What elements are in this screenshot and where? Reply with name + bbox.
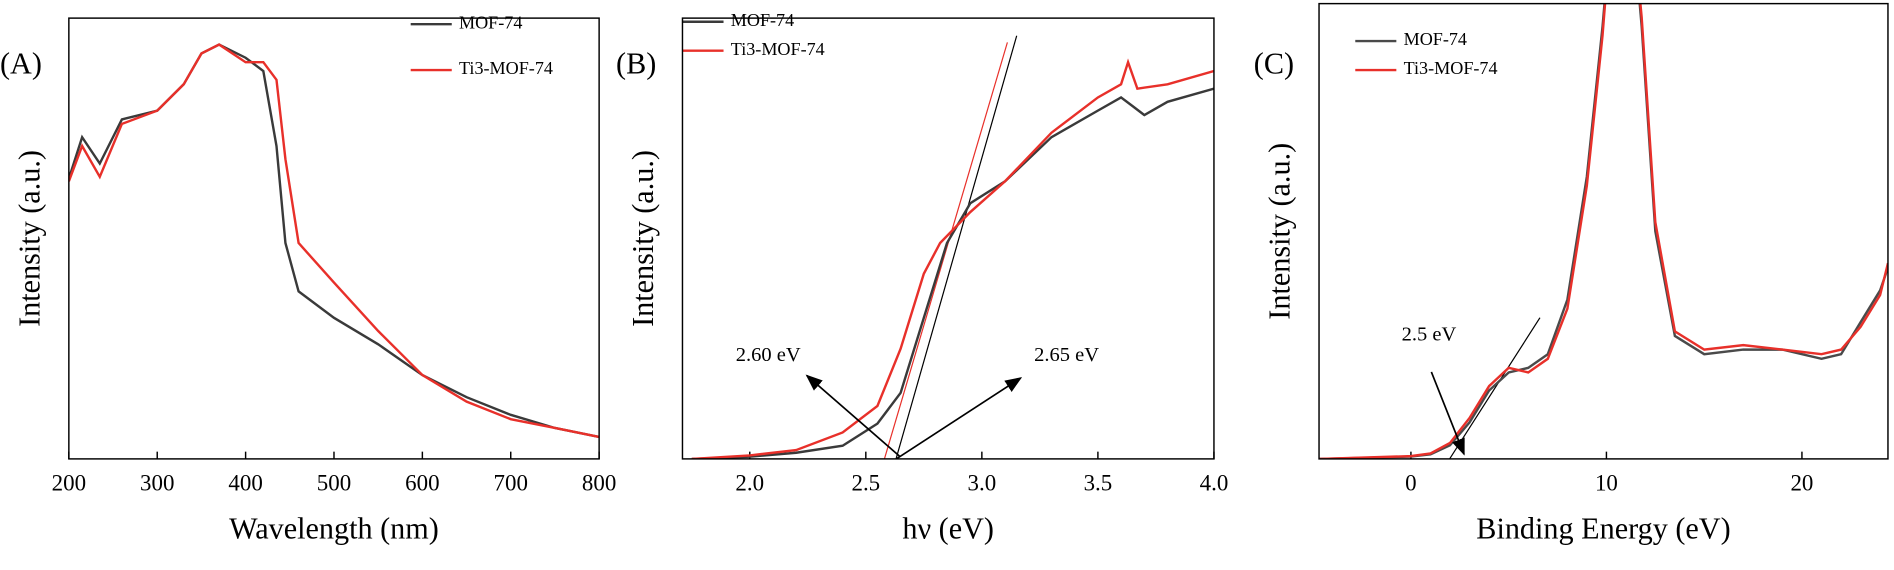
legend-label: Ti3-MOF-74: [459, 58, 553, 78]
annotation: 2.60 eV: [736, 344, 801, 366]
plot-frame: [1318, 2, 1889, 460]
x-tick-label: 0: [1405, 471, 1416, 496]
x-tick-label: 500: [317, 471, 351, 496]
annotation-arrow: [805, 374, 901, 458]
plot-area: [68, 43, 600, 439]
series-line: [68, 43, 600, 439]
annotation: 2.65 eV: [1034, 344, 1099, 366]
x-tick-label: 200: [52, 471, 86, 496]
x-tick-label: 700: [494, 471, 528, 496]
legend-label: MOF-74: [459, 12, 522, 32]
panel-label: (C): [1254, 46, 1294, 80]
x-tick-label: 10: [1595, 471, 1618, 496]
y-axis-label: Intensity (a.u.): [13, 150, 47, 327]
x-axis-label: Wavelength (nm): [229, 511, 439, 545]
series-line: [691, 87, 1214, 459]
series-line: [1319, 3, 1888, 459]
legend-label: MOF-74: [731, 10, 794, 30]
x-tick-label: 3.0: [968, 471, 997, 496]
series-line: [68, 43, 600, 439]
legend-label: MOF-74: [1404, 29, 1467, 49]
plot-area: [691, 35, 1214, 459]
tangent-line: [895, 35, 1018, 459]
plot-area: [1319, 3, 1888, 459]
plot-frame: [681, 17, 1215, 460]
x-tick-label: 4.0: [1200, 471, 1229, 496]
y-axis-label: Intensity (a.u.): [1263, 143, 1297, 320]
series-line: [691, 58, 1214, 459]
x-tick-label: 3.5: [1084, 471, 1113, 496]
annotation: 2.5 eV: [1402, 323, 1457, 345]
x-tick-label: 300: [140, 471, 174, 496]
x-tick-label: 2.5: [851, 471, 880, 496]
x-tick-label: 600: [405, 471, 439, 496]
x-tick-label: 800: [582, 471, 616, 496]
tangent-line: [883, 42, 1008, 459]
legend-label: Ti3-MOF-74: [1404, 58, 1498, 78]
panel-label: (B): [616, 46, 656, 80]
x-tick-label: 20: [1790, 471, 1813, 496]
x-axis-label: hν (eV): [902, 511, 994, 545]
panel-label: (A): [0, 46, 42, 80]
annotation-arrow: [1430, 371, 1465, 456]
x-tick-label: 400: [228, 471, 262, 496]
series-line: [1319, 3, 1888, 459]
x-axis-label: Binding Energy (eV): [1476, 511, 1730, 545]
annotation-arrow: [895, 377, 1023, 460]
y-axis-label: Intensity (a.u.): [626, 150, 660, 327]
plot-frame: [68, 17, 600, 460]
legend-label: Ti3-MOF-74: [731, 39, 825, 59]
x-tick-label: 2.0: [735, 471, 764, 496]
tangent-line: [1449, 317, 1541, 459]
